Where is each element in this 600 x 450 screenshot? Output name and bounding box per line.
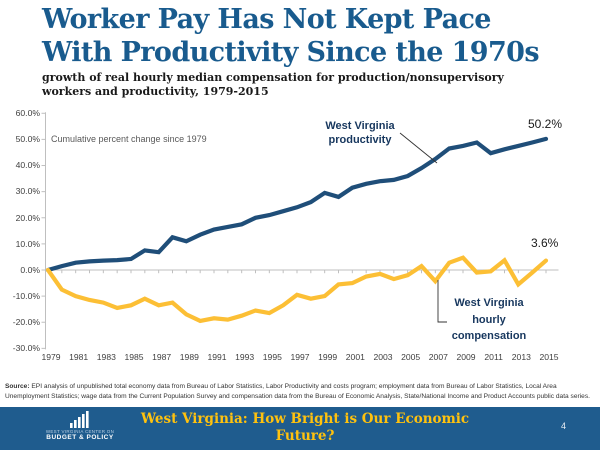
source-note: Source: EPI analysis of unpublished tota… [5, 382, 597, 401]
y-tick-label: 50.0% [15, 134, 40, 145]
line-chart: Cumulative percent change since 1979 Wes… [12, 108, 563, 362]
x-tick-label: 1981 [69, 352, 89, 362]
compensation-end-value: 3.6% [531, 236, 559, 250]
productivity-label-line: productivity [328, 133, 392, 146]
footer-bar: WEST VIRGINIA CENTER ON BUDGET & POLICY … [0, 407, 600, 450]
source-text: EPI analysis of unpublished total econom… [5, 383, 590, 400]
x-tick-label: 1985 [124, 352, 144, 362]
org-name-small: WEST VIRGINIA CENTER ON [45, 429, 115, 434]
compensation-callout-line [437, 280, 447, 323]
productivity-line [45, 136, 549, 273]
footer-title-line: West Virginia: How Bright is Our Economi… [140, 411, 470, 427]
x-tick-label: 2007 [428, 352, 448, 362]
x-tick-label: 1995 [262, 352, 282, 362]
org-logo: WEST VIRGINIA CENTER ON BUDGET & POLICY [30, 411, 130, 441]
slide-title: Worker Pay Has Not Kept Pace With Produc… [42, 3, 540, 69]
footer-title-line: Future? [275, 428, 335, 444]
y-tick-label: -30.0% [12, 343, 40, 354]
x-tick-label: 1989 [179, 352, 199, 362]
y-tick-label: 10.0% [15, 238, 40, 249]
x-tick-label: 1991 [207, 352, 227, 362]
chart-canvas [41, 112, 559, 350]
page-number: 4 [560, 421, 566, 431]
compensation-label-line: compensation [451, 330, 527, 342]
productivity-label-line: West Virginia [325, 120, 395, 132]
productivity-callout-line [399, 132, 438, 164]
productivity-series-label: West Virginia productivity [307, 120, 413, 147]
x-tick-label: 1999 [318, 352, 338, 362]
y-tick-label: -20.0% [12, 317, 40, 328]
y-tick-label: 60.0% [15, 108, 40, 119]
productivity-end-value: 50.2% [528, 117, 563, 131]
x-tick-label: 1993 [235, 352, 255, 362]
x-tick-label: 1979 [41, 352, 61, 362]
y-tick-label: 30.0% [15, 186, 40, 197]
footer-title: West Virginia: How Bright is Our Economi… [110, 411, 500, 445]
x-tick-label: 2013 [511, 352, 531, 362]
y-tick-label: 40.0% [15, 160, 40, 171]
source-label: Source: [5, 383, 30, 390]
subtitle-line: growth of real hourly median compensatio… [42, 71, 504, 84]
x-tick-label: 2011 [484, 352, 503, 362]
x-tick-label: 2015 [539, 352, 559, 362]
title-line: Worker Pay Has Not Kept Pace [42, 4, 491, 35]
x-tick-label: 2003 [373, 352, 393, 362]
y-tick-label: 20.0% [15, 212, 40, 223]
x-tick-label: 2001 [345, 352, 365, 362]
x-tick-label: 1997 [290, 352, 310, 362]
x-tick-label: 2005 [401, 352, 421, 362]
bar-chart-logo-icon [70, 411, 89, 428]
x-tick-label: 1987 [152, 352, 172, 362]
x-tick-label: 2009 [456, 352, 476, 362]
slide-subtitle: growth of real hourly median compensatio… [42, 71, 582, 98]
x-tick-label: 1983 [96, 352, 116, 362]
title-line: With Productivity Since the 1970s [42, 37, 540, 68]
subtitle-line: workers and productivity, 1979-2015 [42, 84, 269, 98]
compensation-label-line: West Virginia [454, 297, 524, 309]
compensation-series-label: West Virginia hourly compensation [437, 295, 541, 345]
compensation-line [45, 255, 549, 324]
y-tick-label: 0.0% [20, 264, 40, 275]
org-name: BUDGET & POLICY [46, 434, 114, 441]
chart-annotation: Cumulative percent change since 1979 [51, 134, 207, 144]
compensation-label-line: hourly [472, 313, 506, 326]
y-tick-label: -10.0% [12, 290, 40, 301]
